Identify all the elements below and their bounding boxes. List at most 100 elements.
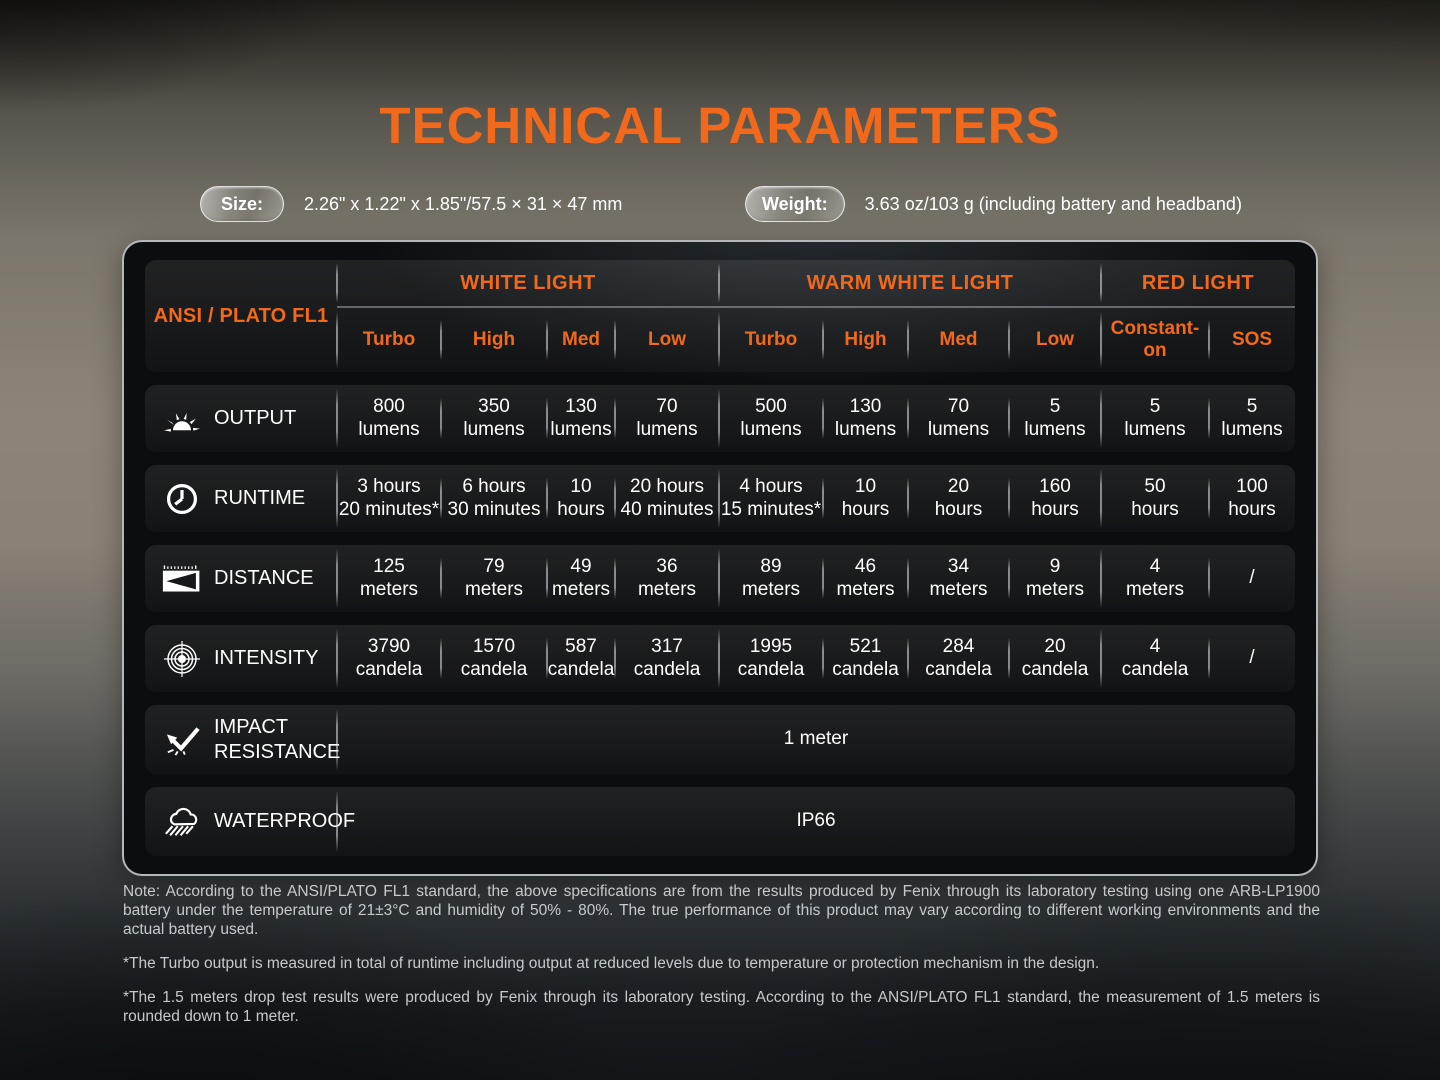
cell-unit: hours (557, 498, 605, 520)
group-header-red-light: RED LIGHT (1100, 260, 1295, 308)
mode-header-sos: SOS (1208, 308, 1295, 372)
cell-value: 79 (483, 556, 505, 578)
cell-value: 587 (565, 636, 597, 658)
table-cell: / (1208, 545, 1295, 612)
cell-value: 34 (947, 556, 970, 578)
cell-unit: candela (633, 658, 701, 680)
table-cell: 3 hours 20 minutes* (336, 465, 441, 532)
row-label-text: RUNTIME (214, 487, 306, 510)
cell-value: 20 (947, 476, 970, 498)
mode-header-med-warm: Med (907, 308, 1009, 372)
table-cell: 160 hours (1008, 465, 1101, 532)
cell-unit: lumens (550, 418, 612, 440)
table-cell: 500 lumens (718, 385, 823, 452)
table-cell: 10 hours (546, 465, 615, 532)
corner-label: ANSI / PLATO FL1 (153, 304, 329, 327)
table-cell: 20 candela (1008, 625, 1101, 692)
cell-value: 70 (947, 396, 970, 418)
cell-value: 5 (1149, 396, 1161, 418)
table-cell: 125 meters (336, 545, 441, 612)
cell-unit: hours (841, 498, 890, 520)
note-paragraph: *The 1.5 meters drop test results were p… (123, 988, 1320, 1025)
table-cell: 130 lumens (546, 385, 615, 452)
table-row-waterproof: WATERPROOF IP66 (145, 787, 1295, 856)
cell-unit: candela (460, 658, 528, 680)
row-label-distance: DISTANCE (145, 545, 337, 612)
footnotes: Note: According to the ANSI/PLATO FL1 st… (123, 883, 1320, 1041)
cell-value: 1 meter (783, 728, 849, 750)
table-row-output: OUTPUT 800 lumens 350 lumens 130 lumens 70 l… (145, 385, 1295, 452)
table-row-runtime: RUNTIME 3 hours 20 minutes* 6 hours 30 min… (145, 465, 1295, 532)
cell-value: 49 (570, 556, 592, 578)
cell-value: 1995 (749, 636, 793, 658)
cell-value: 36 (656, 556, 678, 578)
row-label-text: INTENSITY (214, 647, 319, 670)
impact-icon (161, 723, 203, 757)
table-cell: 800 lumens (336, 385, 441, 452)
cell-value: 4 hours (739, 476, 803, 498)
cell-unit: 40 minutes (620, 498, 714, 520)
table-cell: 5 lumens (1100, 385, 1209, 452)
table-cell: 284 candela (907, 625, 1009, 692)
group-header-white-light: WHITE LIGHT (336, 260, 719, 308)
cell-value: / (1249, 567, 1255, 589)
table-cell: 36 meters (614, 545, 719, 612)
cell-value: 10 (570, 476, 592, 498)
cell-unit: lumens (358, 418, 420, 440)
cell-value: 1570 (472, 636, 516, 658)
mode-header-turbo: Turbo (336, 308, 441, 372)
table-cell: 6 hours 30 minutes (440, 465, 547, 532)
table-header: ANSI / PLATO FL1 WHITE LIGHT WARM WHITE … (145, 260, 1295, 372)
cell-unit: 20 minutes* (338, 498, 440, 520)
row-label-text: OUTPUT (214, 407, 297, 430)
weight-pill: Weight: (745, 186, 845, 222)
cell-value: 10 (854, 476, 877, 498)
runtime-icon (161, 482, 203, 516)
cell-value: 50 (1144, 476, 1166, 498)
intensity-icon (161, 640, 203, 677)
table-row-distance: DISTANCE 125 meters 79 meters 49 meters 36 m… (145, 545, 1295, 612)
cell-value: 46 (854, 556, 877, 578)
row-label-output: OUTPUT (145, 385, 337, 452)
size-spec: Size: 2.26" x 1.22" x 1.85"/57.5 × 31 × … (200, 184, 622, 224)
cell-unit: candela (832, 658, 899, 680)
cell-value: 160 (1039, 476, 1071, 498)
table-cell: 130 lumens (822, 385, 908, 452)
table-cell: 5 lumens (1008, 385, 1101, 452)
row-label-runtime: RUNTIME (145, 465, 337, 532)
cell-unit: lumens (463, 418, 525, 440)
cell-value: 5 (1049, 396, 1061, 418)
weight-value: 3.63 oz/103 g (including battery and hea… (864, 193, 1242, 214)
table-cell: 89 meters (718, 545, 823, 612)
size-value: 2.26" x 1.22" x 1.85"/57.5 × 31 × 47 mm (304, 193, 623, 214)
cell-unit: candela (1021, 658, 1089, 680)
cell-value: 350 (478, 396, 510, 418)
cell-unit: hours (1228, 498, 1276, 520)
weight-spec: Weight: 3.63 oz/103 g (including battery… (745, 184, 1242, 224)
cell-unit: lumens (1221, 418, 1283, 440)
note-paragraph: *The Turbo output is measured in total o… (123, 954, 1100, 972)
mode-header-med: Med (546, 308, 615, 372)
table-cell: 50 hours (1100, 465, 1209, 532)
table-cell: 1 meter (336, 705, 1295, 774)
cell-unit: meters (1125, 578, 1185, 600)
table-cell: 4 candela (1100, 625, 1209, 692)
row-label-intensity: INTENSITY (145, 625, 337, 692)
cell-unit: hours (934, 498, 983, 520)
cell-unit: meters (741, 578, 801, 600)
cell-unit: candela (355, 658, 423, 680)
cell-value: 70 (656, 396, 678, 418)
cell-value: 3 hours (357, 476, 421, 498)
table-cell: 79 meters (440, 545, 547, 612)
cell-unit: 15 minutes* (720, 498, 822, 520)
mode-header-high: High (440, 308, 547, 372)
cell-unit: meters (359, 578, 419, 600)
note-paragraph: Note: According to the ANSI/PLATO FL1 st… (123, 883, 1320, 938)
table-cell: 20 hours 40 minutes (614, 465, 719, 532)
waterproof-icon (161, 805, 203, 838)
table-cell: 100 hours (1208, 465, 1295, 532)
cell-value: / (1249, 647, 1255, 669)
table-cell: 3790 candela (336, 625, 441, 692)
cell-value: 89 (760, 556, 782, 578)
cell-value: 317 (651, 636, 683, 658)
